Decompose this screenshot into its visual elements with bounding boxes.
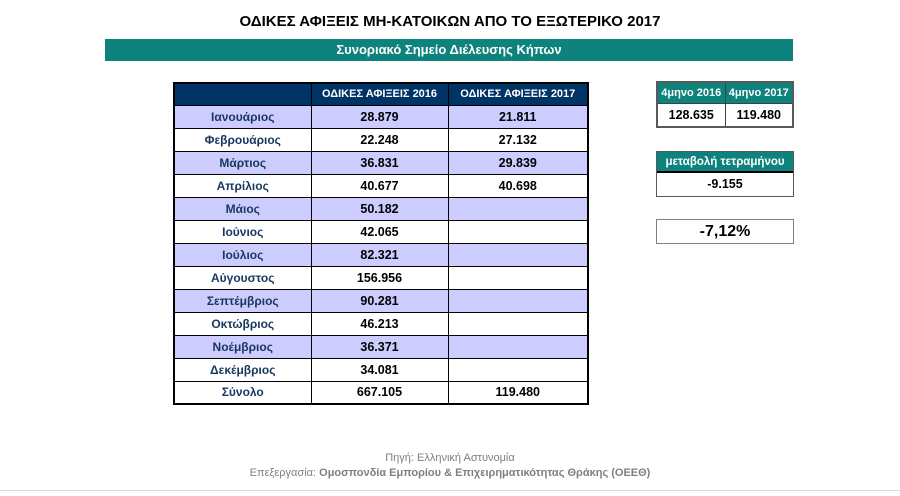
bottom-divider-line [0, 490, 900, 491]
month-cell: Ιούλιος [173, 242, 312, 267]
arrivals-2017-cell [447, 288, 589, 313]
arrivals-2017-cell [447, 357, 589, 382]
arrivals-2016-cell: 34.081 [310, 357, 449, 382]
arrivals-2017-cell [447, 334, 589, 359]
arrivals-2017-cell [447, 311, 589, 336]
arrivals-2017-cell: 40.698 [447, 173, 589, 198]
arrivals-2016-cell: 36.371 [310, 334, 449, 359]
percent-change-box: -7,12% [656, 219, 794, 244]
arrivals-2016-cell: 40.677 [310, 173, 449, 198]
table-row: Αύγουστος 156.956 [173, 265, 589, 290]
table-row: Ιανουάριος 28.879 21.811 [173, 104, 589, 129]
footer-processing-label: Επεξεργασία: [249, 467, 317, 479]
arrivals-2016-cell: 90.281 [310, 288, 449, 313]
four-month-summary-table: 4μηνο 2016 4μηνο 2017 128.635 119.480 [656, 81, 794, 128]
footer: Πηγή: Ελληνική Αστυνομία Επεξεργασία: Ομ… [0, 451, 900, 481]
month-cell: Σεπτέμβριος [173, 288, 312, 313]
arrivals-2016-cell: 42.065 [310, 219, 449, 244]
month-cell: Αύγουστος [173, 265, 312, 290]
month-cell: Ιανουάριος [173, 104, 312, 129]
summary-header-row: 4μηνο 2016 4μηνο 2017 [656, 81, 794, 104]
month-cell: Απρίλιος [173, 173, 312, 198]
change-panel-header: μεταβολή τετραμήνου [657, 152, 793, 173]
arrivals-2016-cell: 50.182 [310, 196, 449, 221]
month-cell: Δεκέμβριος [173, 357, 312, 382]
footer-source-line: Πηγή: Ελληνική Αστυνομία [385, 452, 515, 464]
summary-value-2016: 128.635 [656, 102, 726, 128]
month-cell: Οκτώβριος [173, 311, 312, 336]
four-month-change-panel: μεταβολή τετραμήνου -9.155 [656, 151, 794, 197]
total-label-cell: Σύνολο [173, 380, 312, 405]
arrivals-2016-cell: 156.956 [310, 265, 449, 290]
table-row: Ιούλιος 82.321 [173, 242, 589, 267]
table-row: Φεβρουάριος 22.248 27.132 [173, 127, 589, 152]
column-header-month [173, 82, 312, 106]
change-panel-value: -9.155 [707, 177, 743, 191]
month-cell: Μάρτιος [173, 150, 312, 175]
page-title: ΟΔΙΚΕΣ ΑΦΙΞΕΙΣ ΜΗ-ΚΑΤΟΙΚΩΝ ΑΠΟ ΤΟ ΕΞΩΤΕΡ… [239, 13, 661, 30]
arrivals-2016-cell: 46.213 [310, 311, 449, 336]
footer-processing-org: Ομοσπονδία Εμπορίου & Επιχειρηματικότητα… [319, 467, 651, 479]
table-row: Ιούνιος 42.065 [173, 219, 589, 244]
arrivals-2017-cell: 21.811 [447, 104, 589, 129]
arrivals-2017-cell [447, 196, 589, 221]
table-row: Μάρτιος 36.831 29.839 [173, 150, 589, 175]
arrivals-2017-cell [447, 219, 589, 244]
column-header-2016: ΟΔΙΚΕΣ ΑΦΙΞΕΙΣ 2016 [310, 82, 449, 106]
table-row: Μάιος 50.182 [173, 196, 589, 221]
arrivals-2016-cell: 36.831 [310, 150, 449, 175]
table-header-row: ΟΔΙΚΕΣ ΑΦΙΞΕΙΣ 2016 ΟΔΙΚΕΣ ΑΦΙΞΕΙΣ 2017 [173, 82, 589, 106]
arrivals-2016-cell: 82.321 [310, 242, 449, 267]
month-cell: Μάιος [173, 196, 312, 221]
arrivals-2016-cell: 28.879 [310, 104, 449, 129]
arrivals-2017-cell: 29.839 [447, 150, 589, 175]
month-cell: Νοέμβριος [173, 334, 312, 359]
monthly-tbody: Ιανουάριος 28.879 21.811 Φεβρουάριος 22.248 2… [173, 104, 589, 382]
summary-header-2016: 4μηνο 2016 [656, 81, 726, 104]
subtitle-bar: Συνοριακό Σημείο Διέλευσης Κήπων [105, 39, 793, 61]
table-row: Δεκέμβριος 34.081 [173, 357, 589, 382]
footer-processing-line: Επεξεργασία: Ομοσπονδία Εμπορίου & Επιχε… [0, 466, 900, 481]
month-cell: Φεβρουάριος [173, 127, 312, 152]
total-2016-cell: 667.105 [310, 380, 449, 405]
table-row: Σεπτέμβριος 90.281 [173, 288, 589, 313]
arrivals-2017-cell [447, 242, 589, 267]
summary-value-2017: 119.480 [724, 102, 794, 128]
total-row: Σύνολο 667.105 119.480 [173, 380, 589, 405]
summary-header-2017: 4μηνο 2017 [724, 81, 794, 104]
arrivals-2016-cell: 22.248 [310, 127, 449, 152]
arrivals-2017-cell: 27.132 [447, 127, 589, 152]
month-cell: Ιούνιος [173, 219, 312, 244]
column-header-2017: ΟΔΙΚΕΣ ΑΦΙΞΕΙΣ 2017 [447, 82, 589, 106]
table-row: Νοέμβριος 36.371 [173, 334, 589, 359]
summary-value-row: 128.635 119.480 [656, 102, 794, 128]
table-row: Οκτώβριος 46.213 [173, 311, 589, 336]
arrivals-2017-cell [447, 265, 589, 290]
monthly-arrivals-table: ΟΔΙΚΕΣ ΑΦΙΞΕΙΣ 2016 ΟΔΙΚΕΣ ΑΦΙΞΕΙΣ 2017 … [173, 82, 589, 405]
table-row: Απρίλιος 40.677 40.698 [173, 173, 589, 198]
total-2017-cell: 119.480 [447, 380, 589, 405]
